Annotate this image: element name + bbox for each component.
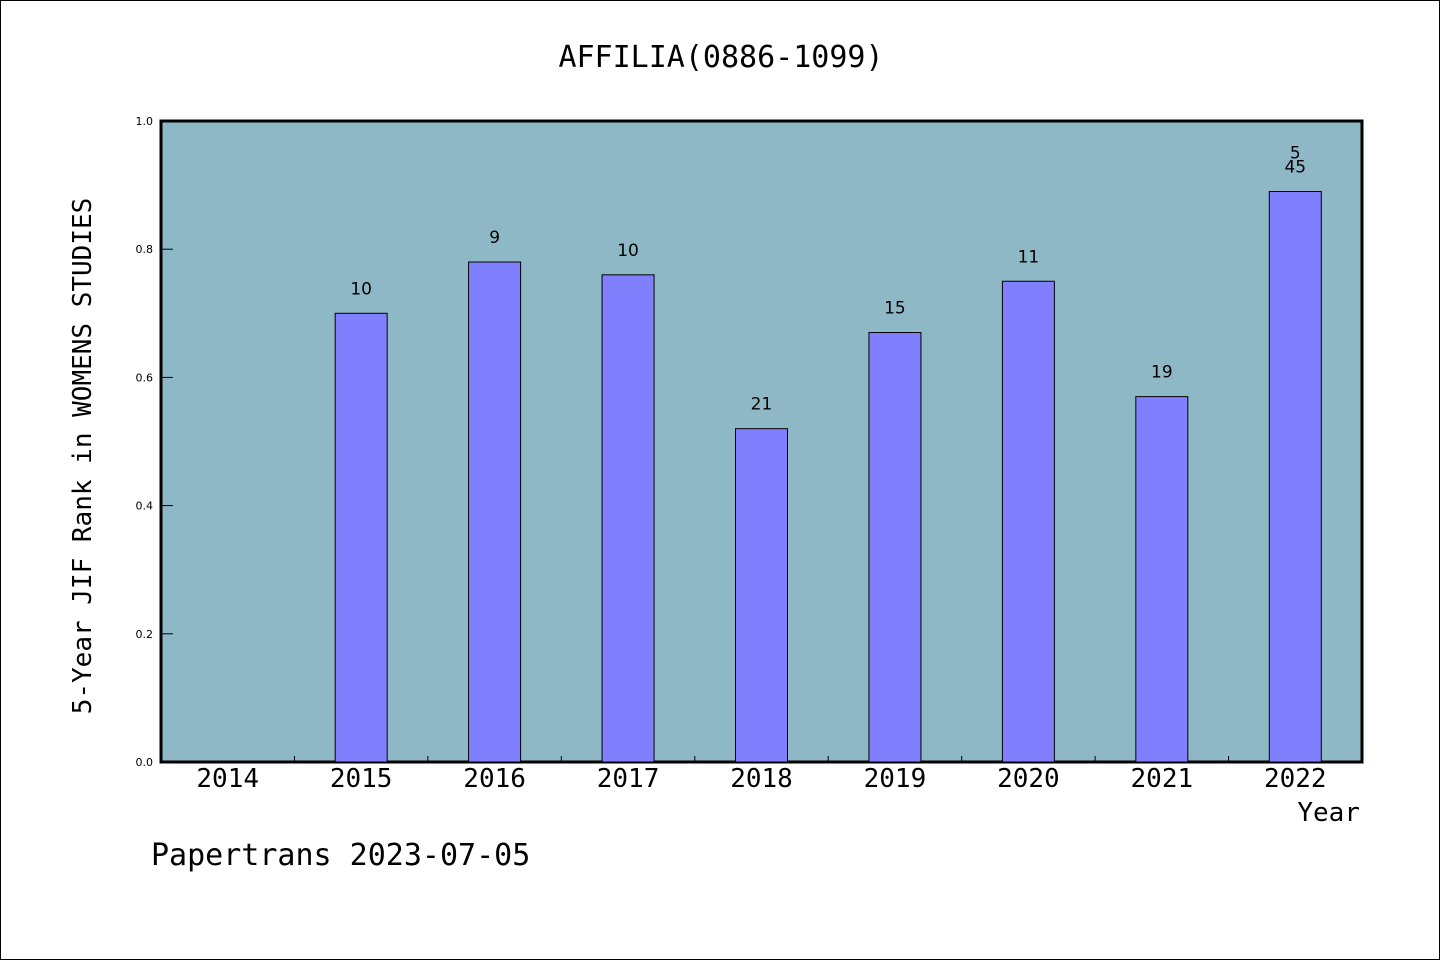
x-tick-label: 2014 (196, 764, 259, 794)
x-tick-label: 2015 (330, 764, 393, 794)
data-label-2019: 15 (884, 299, 906, 319)
x-tick-label: 2018 (730, 764, 793, 794)
bar-2017 (601, 274, 655, 763)
y-tick-label: 0.0 (136, 756, 154, 769)
data-labels: 10 9 10 21 15 11 19 5 45 (350, 144, 1306, 415)
data-label-2016: 9 (489, 228, 500, 248)
x-tick-label: 2019 (864, 764, 927, 794)
x-tick-label: 2022 (1264, 764, 1327, 794)
chart-title: AFFILIA(0886-1099) (558, 40, 883, 75)
y-tick-label: 0.8 (136, 243, 154, 256)
y-tick-label: 0.4 (136, 500, 154, 513)
x-tick-label: 2017 (597, 764, 660, 794)
data-label-2017: 10 (617, 241, 639, 261)
bar-2019 (868, 332, 922, 763)
bar-2022 (1268, 191, 1322, 763)
y-axis-label: 5-Year JIF Rank in WOMENS STUDIES (68, 198, 98, 715)
y-tick-label: 0.2 (136, 628, 154, 641)
y-axis-ticks: 0.0 0.2 0.4 0.6 0.8 1.0 (136, 115, 173, 769)
x-axis-ticks (293, 756, 1230, 762)
footer-watermark: Papertrans 2023-07-05 (151, 838, 530, 873)
bar-2020 (1001, 280, 1055, 763)
data-label-2022: 5 45 (1284, 144, 1306, 178)
bars (334, 191, 1322, 763)
bar-2018 (735, 428, 788, 763)
bar-2016 (468, 261, 522, 763)
bar-2015 (334, 312, 388, 763)
data-label-2020: 11 (1018, 247, 1040, 267)
data-label-2021: 19 (1151, 363, 1173, 383)
x-tick-label: 2021 (1131, 764, 1194, 794)
x-tick-labels: 2014 2015 2016 2017 2018 2019 2020 2021 2022 (196, 764, 1326, 794)
data-label-2018: 21 (751, 395, 773, 415)
x-tick-label: 2016 (463, 764, 526, 794)
y-tick-label: 1.0 (136, 115, 154, 128)
data-label-2015: 10 (350, 279, 372, 299)
x-axis-label: Year (1297, 798, 1360, 828)
bar-2021 (1135, 396, 1189, 763)
y-tick-label: 0.6 (136, 371, 154, 384)
x-tick-label: 2020 (997, 764, 1060, 794)
